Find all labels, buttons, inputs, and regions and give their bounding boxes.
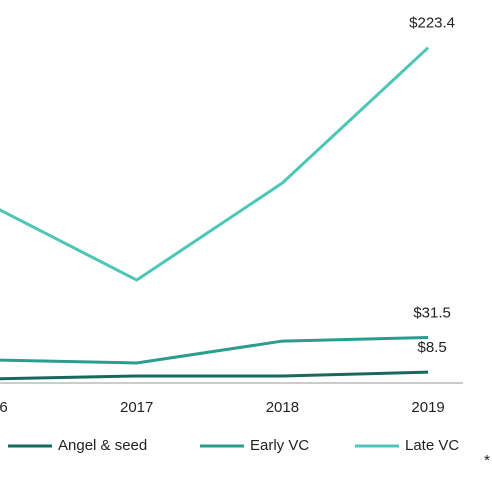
line	[0, 370, 429, 381]
line	[0, 335, 429, 365]
line	[0, 46, 430, 282]
legend-label: Angel & seed	[58, 437, 147, 454]
value-label: $223.4	[409, 15, 455, 32]
value-label: $8.5	[417, 339, 446, 356]
x-tick-label: 2019	[411, 399, 444, 416]
x-tick-label: 2016	[0, 399, 8, 416]
footnote-marker: *	[484, 452, 490, 469]
legend-label: Late VC	[405, 437, 459, 454]
x-tick-label: 2018	[266, 399, 299, 416]
x-tick-label: 2017	[120, 399, 153, 416]
legend-label: Early VC	[250, 437, 309, 454]
value-label: $31.5	[413, 304, 451, 321]
